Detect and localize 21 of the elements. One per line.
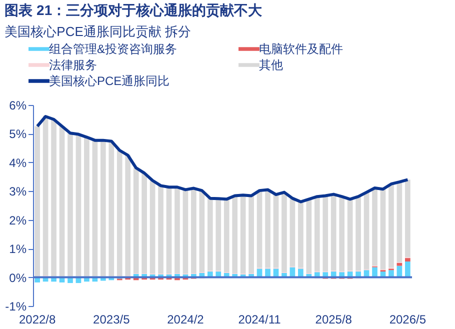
x-tick-label: 2024/2 [167, 312, 204, 326]
x-tick-label: 2026/5 [389, 312, 426, 326]
y-tick-label: 5% [9, 127, 27, 142]
chart-title: 图表 21：三分项对于核心通胀的贡献不大 [4, 2, 264, 18]
y-tick-label: 3% [9, 184, 27, 199]
legend-label: 美国核心PCE通胀同比 [49, 74, 170, 88]
legend-label: 组合管理&投资咨询服务 [49, 42, 178, 56]
y-tick-label: -1% [5, 300, 27, 314]
x-tick-label: 2023/5 [93, 312, 130, 326]
y-tick-label: 6% [9, 98, 27, 112]
x-tick-label: 2024/11 [238, 312, 282, 326]
y-tick-label: 4% [9, 156, 27, 170]
chart-subtitle: 美国核心PCE通胀同比贡献 拆分 [4, 24, 192, 39]
legend-label: 电脑软件及配件 [259, 42, 343, 56]
y-tick-label: 1% [9, 242, 27, 256]
x-tick-label: 2022/8 [18, 312, 56, 326]
y-tick-label: 0% [9, 270, 27, 285]
legend-label: 其他 [259, 58, 283, 72]
y-tick-label: 2% [9, 213, 27, 228]
x-tick-label: 2025/8 [315, 312, 352, 326]
legend-label: 法律服务 [49, 58, 97, 72]
